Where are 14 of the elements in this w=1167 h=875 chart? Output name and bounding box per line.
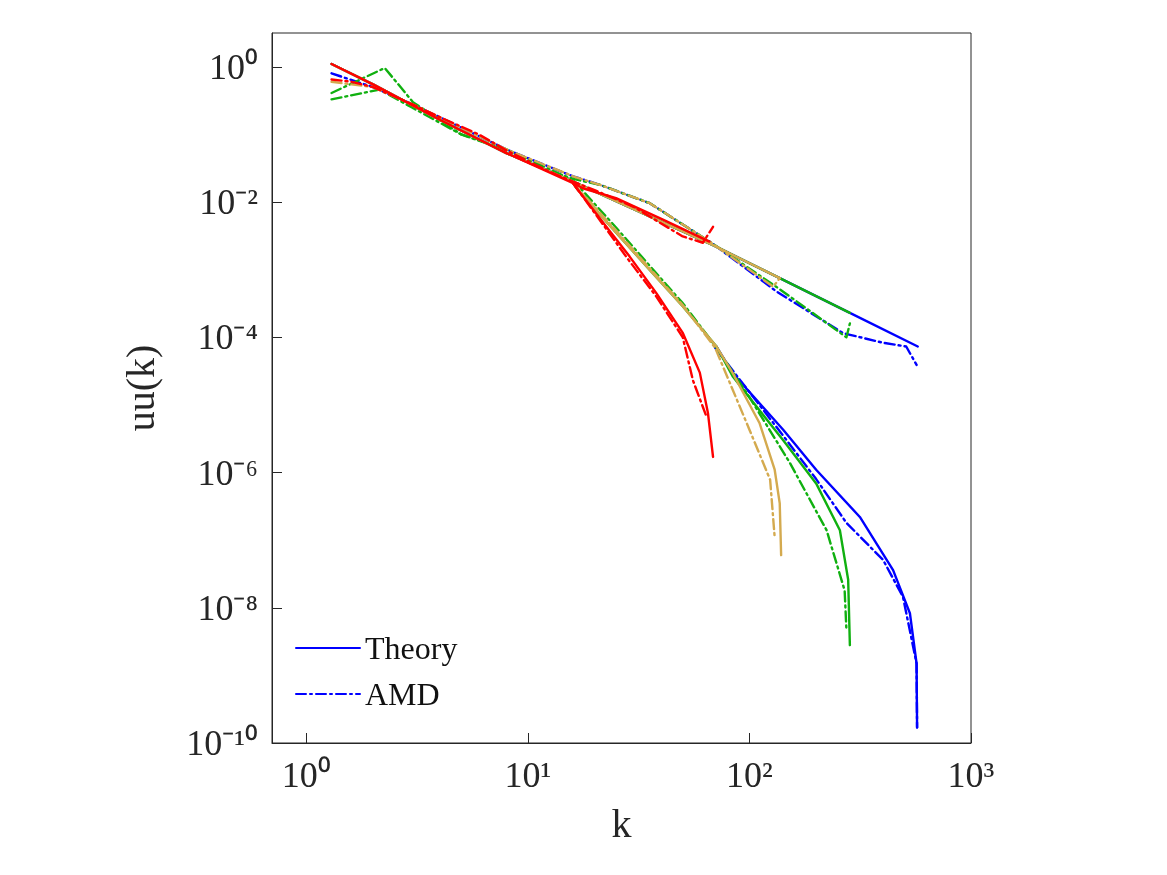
y-tick-label: 10⁻⁶ (197, 452, 258, 493)
legend-label: Theory (365, 630, 458, 666)
x-tick-label: 10² (726, 755, 773, 795)
y-axis-title: uu(k) (117, 344, 163, 432)
x-tick-label: 10¹ (504, 755, 552, 795)
y-tick-label: 10⁻¹⁰ (186, 723, 258, 763)
x-tick-label: 10³ (947, 755, 995, 795)
x-axis-title: k (611, 800, 632, 846)
legend-label: AMD (365, 676, 440, 712)
x-tick-label: 10⁰ (281, 755, 331, 795)
y-tick-label: 10⁻⁸ (197, 587, 258, 628)
y-tick-label: 10⁰ (209, 46, 258, 87)
y-tick-label: 10⁻² (199, 182, 258, 223)
y-tick-label: 10⁻⁴ (197, 317, 258, 358)
